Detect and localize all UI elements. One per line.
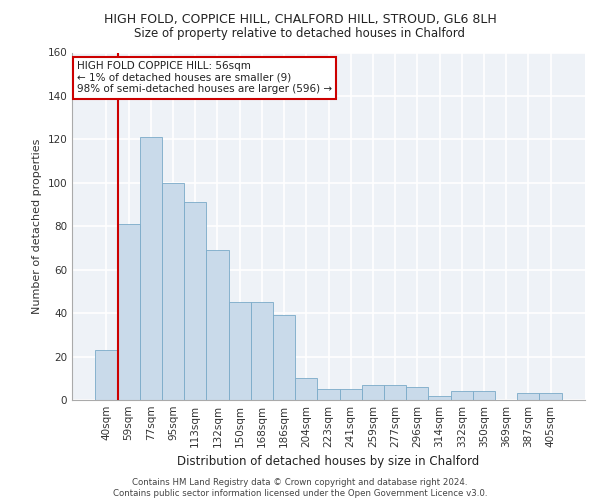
Bar xyxy=(118,224,140,400)
Bar xyxy=(95,350,118,400)
Text: Contains HM Land Registry data © Crown copyright and database right 2024.
Contai: Contains HM Land Registry data © Crown c… xyxy=(113,478,487,498)
Bar xyxy=(384,385,406,400)
Bar xyxy=(162,183,184,400)
Text: Size of property relative to detached houses in Chalford: Size of property relative to detached ho… xyxy=(134,28,466,40)
Text: HIGH FOLD, COPPICE HILL, CHALFORD HILL, STROUD, GL6 8LH: HIGH FOLD, COPPICE HILL, CHALFORD HILL, … xyxy=(104,12,496,26)
Bar xyxy=(451,392,473,400)
Bar xyxy=(517,394,539,400)
Bar xyxy=(428,396,451,400)
Bar xyxy=(184,202,206,400)
Bar xyxy=(340,389,362,400)
Bar xyxy=(295,378,317,400)
Bar xyxy=(539,394,562,400)
Y-axis label: Number of detached properties: Number of detached properties xyxy=(32,138,42,314)
Text: HIGH FOLD COPPICE HILL: 56sqm
← 1% of detached houses are smaller (9)
98% of sem: HIGH FOLD COPPICE HILL: 56sqm ← 1% of de… xyxy=(77,61,332,94)
Bar xyxy=(473,392,495,400)
Bar xyxy=(273,316,295,400)
Bar xyxy=(206,250,229,400)
Bar xyxy=(362,385,384,400)
Bar xyxy=(140,137,162,400)
Bar xyxy=(406,387,428,400)
Bar xyxy=(317,389,340,400)
Bar xyxy=(251,302,273,400)
Bar xyxy=(229,302,251,400)
X-axis label: Distribution of detached houses by size in Chalford: Distribution of detached houses by size … xyxy=(178,456,479,468)
